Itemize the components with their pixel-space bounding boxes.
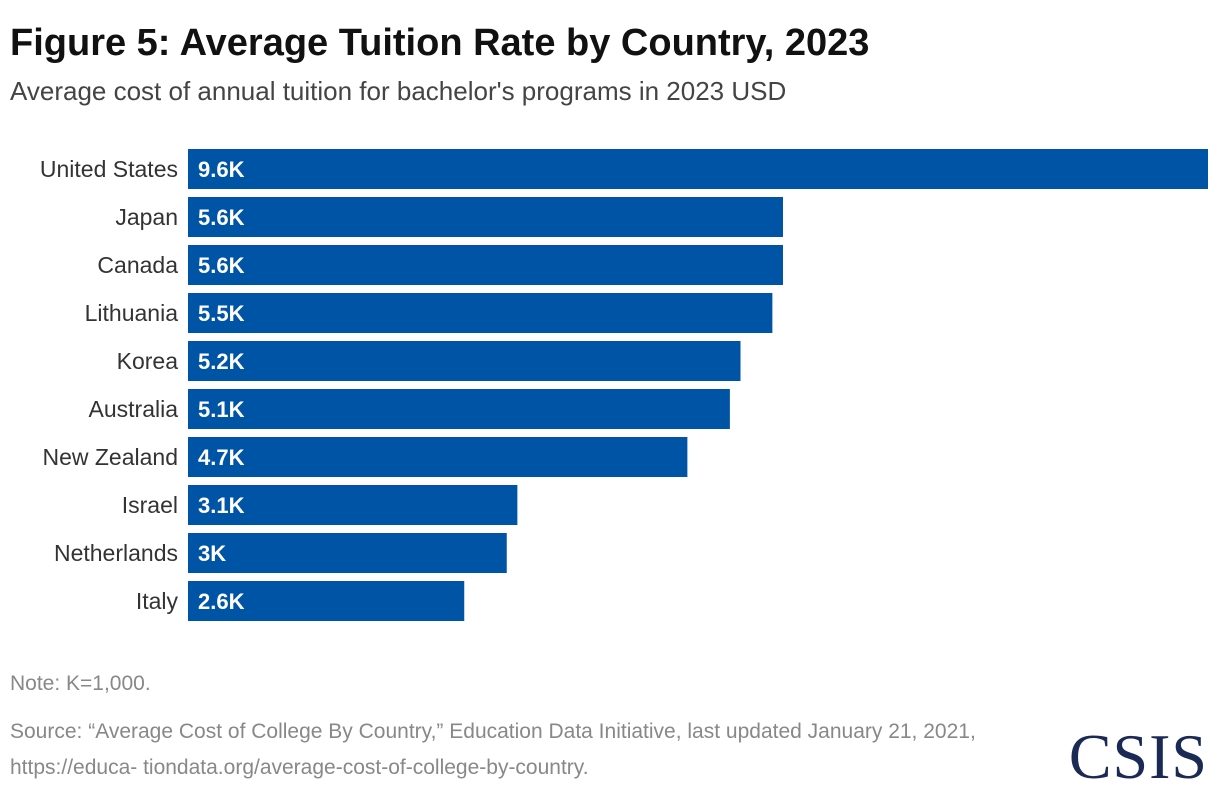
- category-label: New Zealand: [42, 444, 178, 470]
- category-label: Canada: [97, 252, 178, 278]
- category-label: Netherlands: [54, 540, 178, 566]
- bar: [188, 533, 507, 573]
- bar: [188, 245, 783, 285]
- value-label: 3.1K: [198, 493, 245, 518]
- category-label: Lithuania: [85, 300, 179, 326]
- value-label: 5.6K: [198, 253, 245, 278]
- chart-source: Source: “Average Cost of College By Coun…: [10, 720, 976, 779]
- chart-title: Figure 5: Average Tuition Rate by Countr…: [10, 22, 870, 64]
- bar-chart: United States 9.6K Japan 5.6K Canada 5.6K Lith…: [40, 149, 1208, 621]
- bar: [188, 293, 773, 333]
- chart-subtitle: Average cost of annual tuition for bache…: [10, 76, 787, 106]
- value-label: 3K: [198, 541, 226, 566]
- category-label: United States: [40, 156, 178, 182]
- value-label: 5.2K: [198, 349, 245, 374]
- category-label: Korea: [117, 348, 179, 374]
- bar: [188, 389, 730, 429]
- value-label: 5.1K: [198, 397, 245, 422]
- bar: [188, 149, 1208, 189]
- value-label: 5.5K: [198, 301, 245, 326]
- category-label: Italy: [136, 588, 179, 614]
- bar: [188, 341, 741, 381]
- value-label: 5.6K: [198, 205, 245, 230]
- bar: [188, 437, 688, 477]
- bar: [188, 197, 783, 237]
- category-label: Japan: [115, 204, 178, 230]
- category-label: Australia: [89, 396, 179, 422]
- category-label: Israel: [122, 492, 178, 518]
- value-label: 2.6K: [198, 589, 245, 614]
- csis-logo: CSIS: [1068, 721, 1208, 792]
- value-label: 4.7K: [198, 445, 245, 470]
- bar: [188, 581, 465, 621]
- value-label: 9.6K: [198, 157, 245, 182]
- bar: [188, 485, 518, 525]
- chart-note: Note: K=1,000.: [10, 672, 151, 695]
